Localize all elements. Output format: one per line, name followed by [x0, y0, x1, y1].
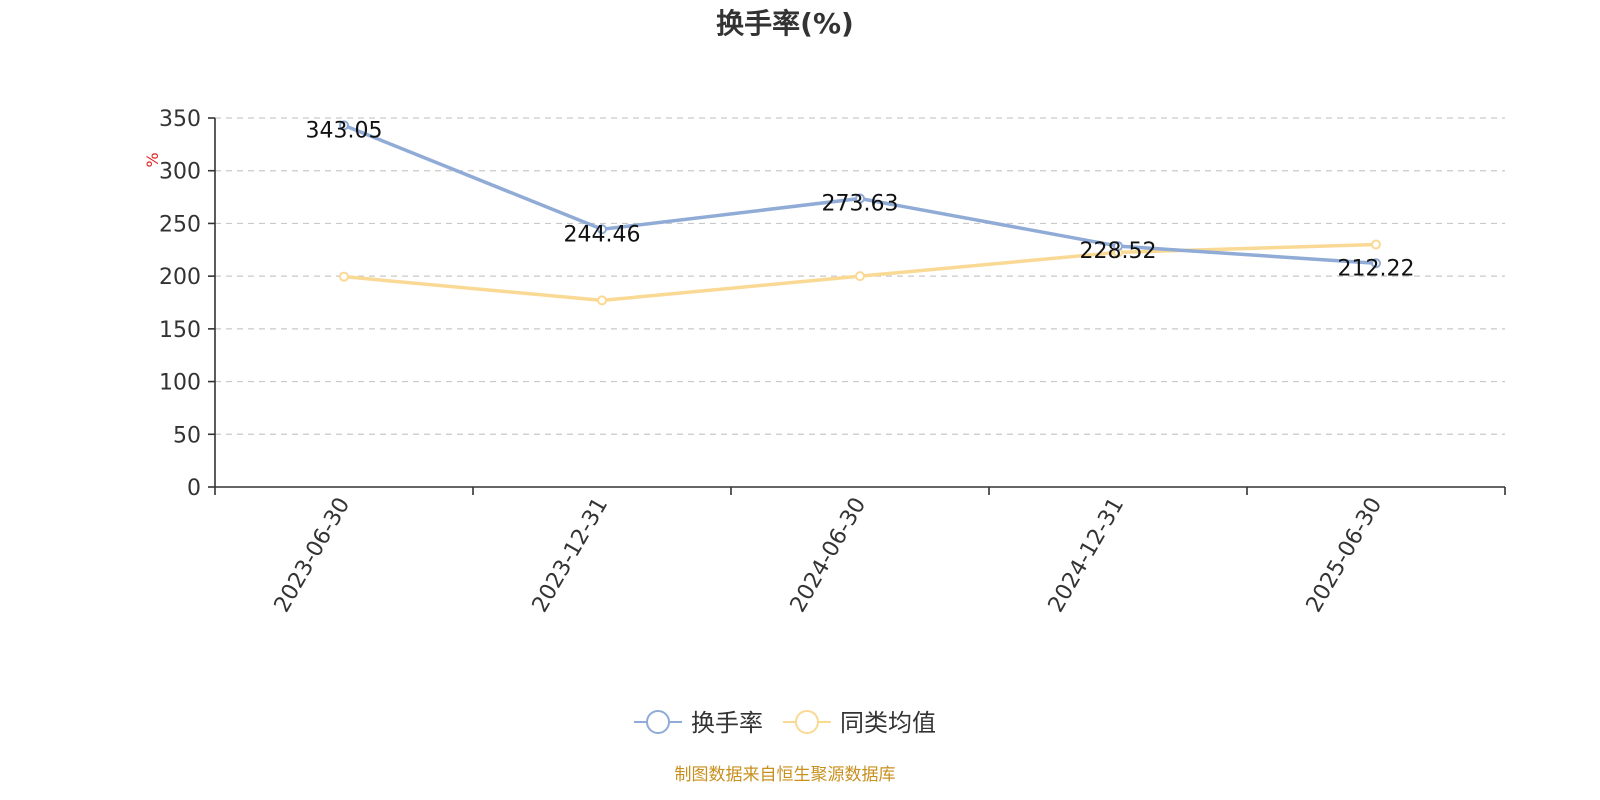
series-point-turnover-rate [855, 193, 865, 204]
legend-marker-peer-average [795, 710, 819, 734]
series-lines [339, 120, 1381, 306]
y-tick-label: 150 [159, 318, 201, 343]
y-tick-label: 0 [187, 476, 201, 501]
series-point-turnover-rate [1113, 241, 1123, 252]
chart-title: 换手率(%) [716, 7, 854, 40]
x-tick-label: 2024-06-30 [786, 494, 872, 617]
legend: 换手率 同类均值 [634, 709, 936, 737]
legend-label-peer-average[interactable]: 同类均值 [840, 709, 936, 737]
series-point-turnover-rate [339, 120, 349, 131]
y-tick-label: 300 [159, 160, 201, 185]
series-point-peer-average [339, 271, 349, 282]
data-label: 228.52 [1080, 239, 1157, 264]
y-axis-unit-label: % [143, 152, 162, 167]
x-tick-label: 2024-12-31 [1044, 494, 1130, 617]
x-tick-label: 2023-12-31 [528, 494, 614, 617]
y-tick-label: 350 [159, 107, 201, 132]
data-source-note: 制图数据来自恒生聚源数据库 [675, 765, 896, 785]
x-tick-label: 2023-06-30 [270, 494, 356, 617]
y-tick-label: 100 [159, 371, 201, 396]
grid-lines [215, 117, 1505, 435]
y-tick-label: 50 [173, 423, 201, 448]
data-label: 343.05 [306, 118, 383, 143]
series-point-turnover-rate [1371, 258, 1381, 269]
x-tick-label: 2025-06-30 [1302, 494, 1388, 617]
series-point-peer-average [597, 295, 607, 306]
series-point-peer-average [855, 271, 865, 282]
y-tick-label: 250 [159, 212, 201, 237]
legend-label-turnover-rate[interactable]: 换手率 [691, 709, 763, 737]
data-label: 244.46 [564, 222, 641, 247]
data-label: 273.63 [822, 192, 899, 217]
axes: 0 50 100 150 200 250 300 350 2023-06-30 2023-12-3… [159, 107, 1506, 617]
legend-marker-turnover-rate [646, 710, 670, 734]
series-point-turnover-rate [597, 224, 607, 235]
series-point-peer-average [1371, 239, 1381, 250]
y-tick-label: 200 [159, 265, 201, 290]
data-label: 212.22 [1338, 256, 1415, 281]
data-labels: 343.05 244.46 273.63 228.52 212.22 [306, 118, 1415, 281]
